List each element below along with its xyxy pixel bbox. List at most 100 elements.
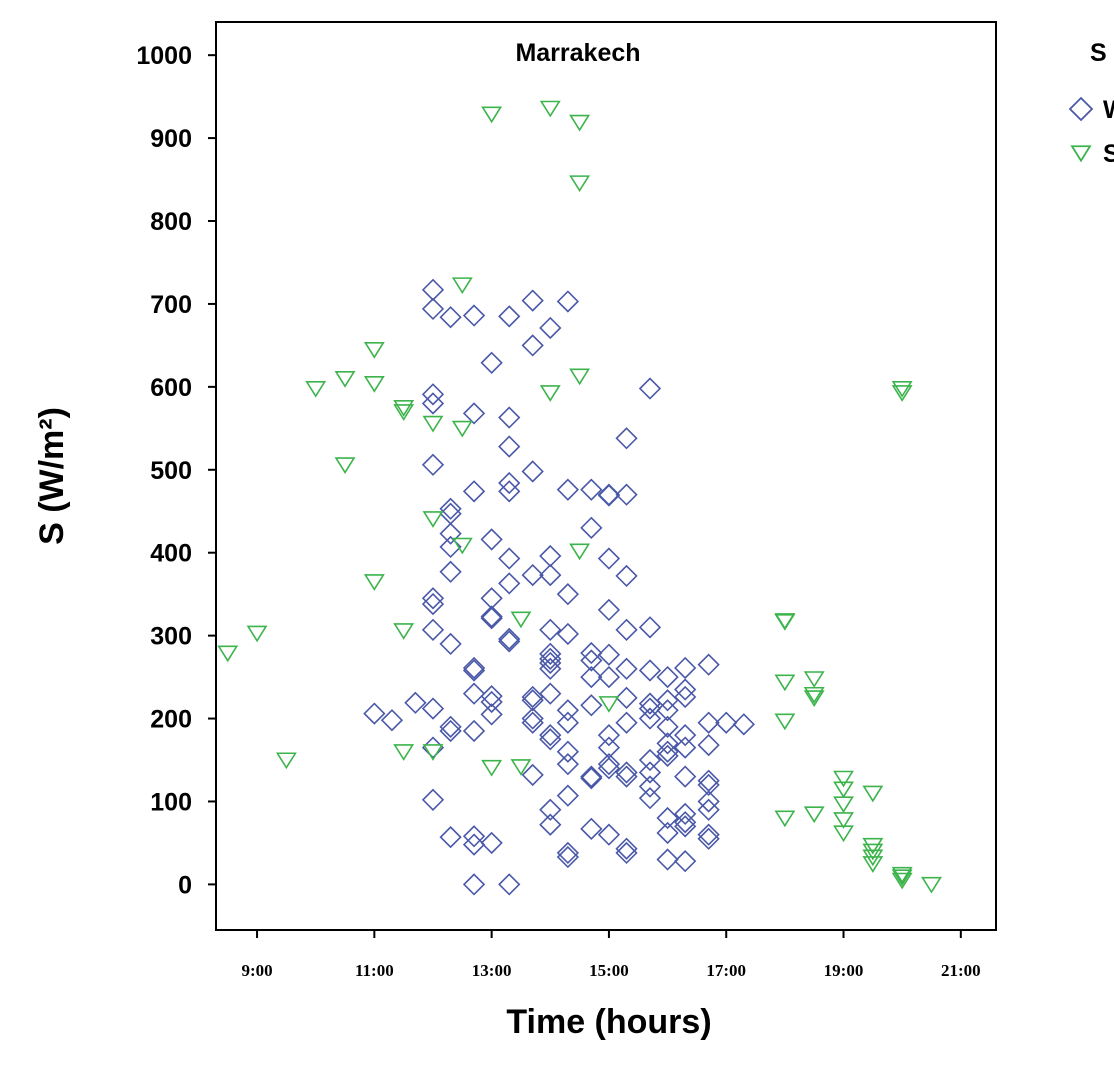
data-point-w (539, 647, 562, 670)
data-point-w (556, 711, 580, 734)
data-point-w (638, 377, 662, 400)
y-tick-label: 900 (150, 125, 192, 153)
data-point-s (422, 415, 444, 433)
data-point-s (305, 380, 327, 398)
data-point-w (480, 528, 503, 551)
data-point-w (580, 765, 603, 788)
data-point-w (674, 811, 697, 834)
data-point-w (498, 406, 521, 429)
data-point-w (732, 713, 755, 736)
data-point-s (891, 866, 913, 884)
data-point-s (862, 785, 884, 803)
data-point-w (638, 616, 662, 639)
data-point-w (615, 657, 638, 680)
data-point-s (774, 713, 796, 731)
data-point-w (363, 702, 386, 725)
y-tick-label: 1000 (136, 42, 192, 70)
legend-marker-w (1068, 96, 1094, 122)
y-tick-label: 0 (178, 871, 192, 899)
data-point-w (498, 630, 521, 653)
data-point-w (439, 306, 462, 329)
data-point-s (510, 611, 532, 629)
x-tick-label: 9:00 (241, 961, 272, 980)
data-point-w (539, 642, 562, 665)
data-point-s (363, 375, 385, 393)
data-point-w (439, 560, 462, 583)
data-point-w (697, 773, 720, 797)
data-point-w (615, 837, 638, 860)
data-point-s (569, 114, 591, 132)
legend-marker-s (1070, 145, 1092, 163)
data-point-s (422, 744, 444, 761)
y-tick-label: 700 (150, 291, 192, 319)
data-point-s (833, 781, 854, 799)
x-tick-label: 15:00 (589, 961, 629, 980)
data-point-w (421, 587, 445, 610)
data-point-w (697, 823, 720, 846)
data-point-w (615, 618, 638, 641)
data-point-w (498, 572, 521, 595)
data-point-w (480, 607, 503, 630)
data-point-w (580, 649, 603, 672)
ticks-layer: 0 100 200 300 400 500 600 700 800 900 1000 9:00 11:0… (136, 42, 980, 980)
data-point-w (421, 592, 445, 616)
y-tick-label: 500 (150, 457, 192, 485)
data-point-w (580, 478, 603, 501)
data-point-w (439, 715, 462, 738)
data-point-w (521, 289, 544, 312)
data-point-s (363, 341, 385, 359)
data-point-w (656, 821, 679, 845)
data-point-s (393, 744, 415, 761)
data-point-s (393, 623, 415, 640)
data-point-w (439, 719, 462, 743)
data-point-w (556, 583, 580, 606)
data-point-w (521, 763, 544, 787)
data-point-w (556, 740, 580, 763)
data-point-w (539, 798, 562, 821)
data-point-w (462, 402, 486, 425)
data-point-w (674, 678, 697, 701)
data-point-w (480, 831, 503, 855)
data-point-s (451, 420, 473, 438)
data-point-s (451, 277, 473, 295)
data-point-s (481, 106, 503, 124)
data-point-w (597, 753, 621, 776)
data-point-w (498, 305, 521, 328)
x-tick-label: 11:00 (355, 961, 394, 980)
y-tick-label: 800 (150, 208, 192, 236)
y-tick-label: 600 (150, 374, 192, 402)
data-point-s (246, 625, 268, 643)
data-point-w (462, 304, 486, 327)
x-axis-title: Time (hours) (506, 1003, 711, 1041)
data-point-w (421, 453, 445, 476)
data-point-w (615, 711, 638, 734)
data-point-w (556, 290, 580, 313)
data-point-w (656, 740, 679, 763)
data-point-w (498, 471, 521, 495)
data-point-w (674, 656, 697, 680)
data-point-w (674, 685, 697, 709)
data-point-s (334, 371, 356, 388)
data-point-s (569, 368, 591, 386)
data-point-w (674, 850, 697, 873)
data-point-w (462, 873, 486, 896)
data-point-s (862, 843, 884, 861)
data-point-w (539, 316, 562, 340)
data-point-w (656, 732, 679, 755)
y-tick-label: 200 (150, 706, 192, 734)
data-point-w (697, 733, 720, 757)
data-point-w (521, 689, 544, 712)
data-point-s (891, 380, 913, 398)
data-point-s (422, 511, 444, 528)
data-point-w (421, 697, 445, 720)
data-point-w (580, 641, 603, 665)
data-point-w (556, 845, 580, 869)
legend-label: S (1103, 140, 1114, 168)
data-point-w (674, 802, 697, 826)
data-point-w (656, 689, 679, 712)
x-tick-label: 17:00 (706, 961, 746, 980)
legend: S WS (1068, 39, 1114, 168)
data-point-s (363, 574, 385, 591)
data-point-w (539, 682, 562, 705)
data-point-w (615, 483, 638, 506)
